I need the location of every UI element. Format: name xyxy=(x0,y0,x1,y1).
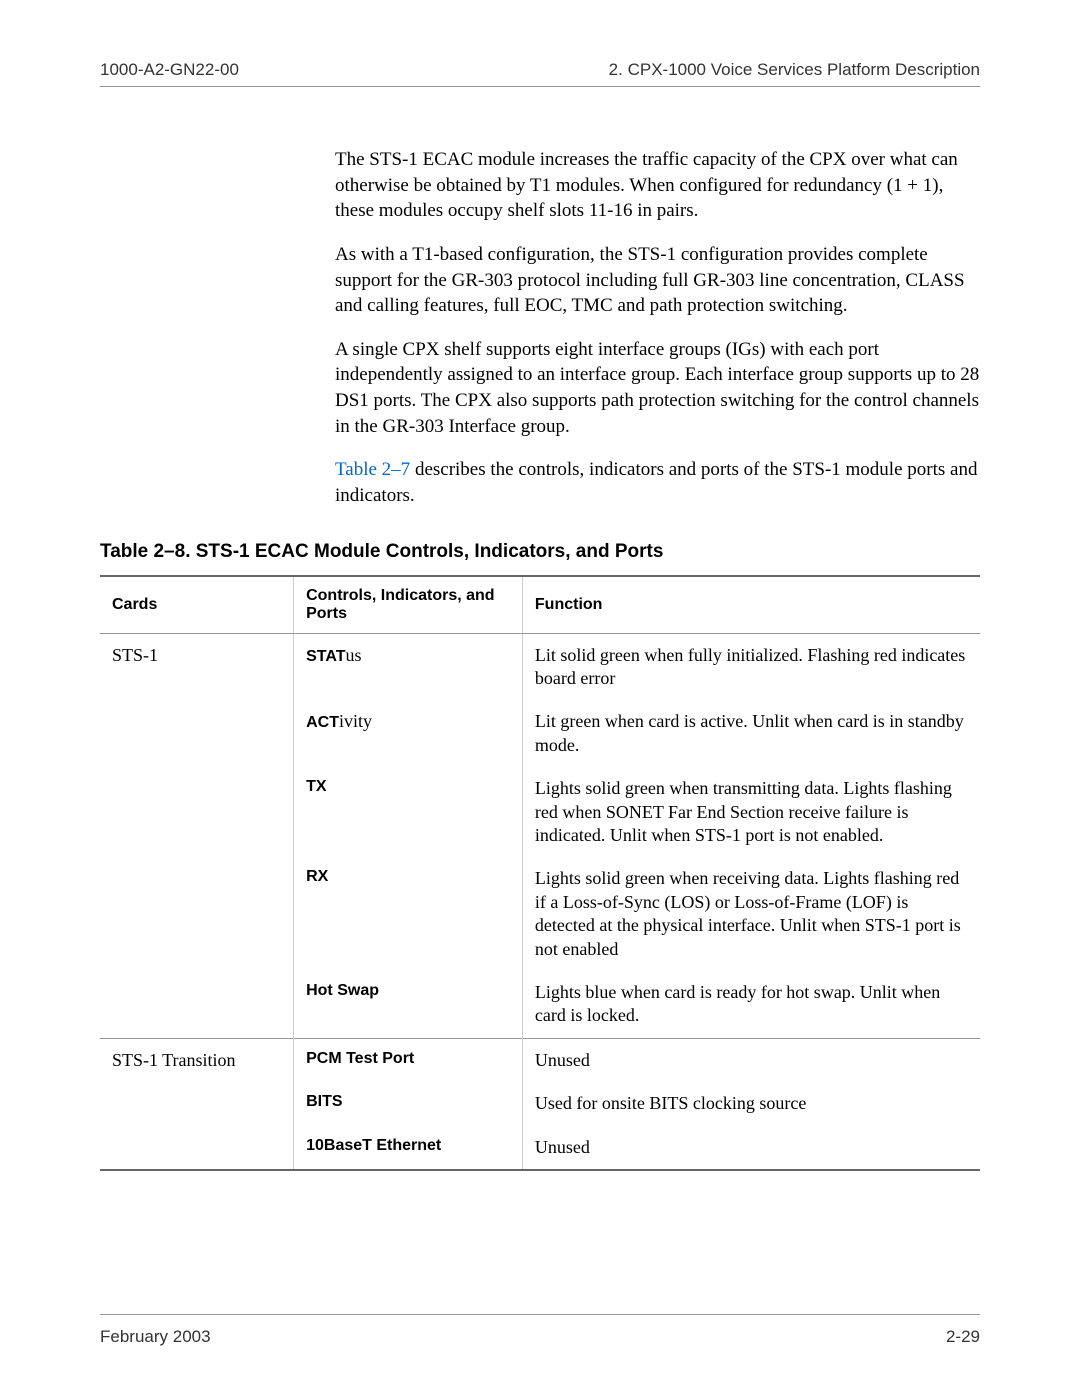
cell-function: Lit green when card is active. Unlit whe… xyxy=(522,700,980,767)
footer-rule xyxy=(100,1314,980,1315)
cell-card xyxy=(100,1126,294,1170)
cell-control: STATus xyxy=(294,633,523,700)
cell-card xyxy=(100,857,294,971)
ecac-module-table: Cards Controls, Indicators, and Ports Fu… xyxy=(100,575,980,1171)
cell-control: ACTivity xyxy=(294,700,523,767)
table-header-row: Cards Controls, Indicators, and Ports Fu… xyxy=(100,576,980,634)
cell-control: Hot Swap xyxy=(294,971,523,1038)
table-row: STS-1 STATus Lit solid green when fully … xyxy=(100,633,980,700)
ctrl-bold: STAT xyxy=(306,648,345,665)
cell-control: PCM Test Port xyxy=(294,1038,523,1082)
body-paragraph-2: As with a T1-based configuration, the ST… xyxy=(335,242,980,319)
ctrl-bold: ACT xyxy=(306,714,339,731)
page-header: 1000-A2-GN22-00 2. CPX-1000 Voice Servic… xyxy=(100,60,980,80)
header-right: 2. CPX-1000 Voice Services Platform Desc… xyxy=(609,60,980,80)
cell-control: 10BaseT Ethernet xyxy=(294,1126,523,1170)
table-row: ACTivity Lit green when card is active. … xyxy=(100,700,980,767)
cell-card xyxy=(100,767,294,857)
cell-function: Lights blue when card is ready for hot s… xyxy=(522,971,980,1038)
table-row: BITS Used for onsite BITS clocking sourc… xyxy=(100,1082,980,1125)
table-row: 10BaseT Ethernet Unused xyxy=(100,1126,980,1170)
table-ref-link[interactable]: Table 2–7 xyxy=(335,459,410,480)
ctrl-light: ivity xyxy=(339,711,372,731)
ctrl-light: us xyxy=(346,645,362,665)
table-row: Hot Swap Lights blue when card is ready … xyxy=(100,971,980,1038)
table-row: TX Lights solid green when transmitting … xyxy=(100,767,980,857)
cell-function: Unused xyxy=(522,1126,980,1170)
cell-function: Lit solid green when fully initialized. … xyxy=(522,633,980,700)
table-row: RX Lights solid green when receiving dat… xyxy=(100,857,980,971)
cell-card xyxy=(100,700,294,767)
cell-card xyxy=(100,1082,294,1125)
header-rule xyxy=(100,86,980,87)
cell-control: TX xyxy=(294,767,523,857)
cell-card: STS-1 Transition xyxy=(100,1038,294,1082)
cell-card xyxy=(100,971,294,1038)
body-paragraph-4-rest: describes the controls, indicators and p… xyxy=(335,459,977,506)
header-left: 1000-A2-GN22-00 xyxy=(100,60,239,80)
page-footer: February 2003 2-29 xyxy=(100,1314,980,1347)
cell-function: Lights solid green when receiving data. … xyxy=(522,857,980,971)
footer-right: 2-29 xyxy=(946,1327,980,1347)
body-paragraph-3: A single CPX shelf supports eight interf… xyxy=(335,337,980,440)
table-caption: Table 2–8. STS-1 ECAC Module Controls, I… xyxy=(100,541,980,563)
body-paragraph-1: The STS-1 ECAC module increases the traf… xyxy=(335,147,980,224)
th-function: Function xyxy=(522,576,980,634)
cell-function: Used for onsite BITS clocking source xyxy=(522,1082,980,1125)
cell-function: Unused xyxy=(522,1038,980,1082)
table-row: STS-1 Transition PCM Test Port Unused xyxy=(100,1038,980,1082)
cell-card: STS-1 xyxy=(100,633,294,700)
cell-control: BITS xyxy=(294,1082,523,1125)
th-controls: Controls, Indicators, and Ports xyxy=(294,576,523,634)
body-paragraph-4: Table 2–7 describes the controls, indica… xyxy=(335,457,980,508)
cell-control: RX xyxy=(294,857,523,971)
cell-function: Lights solid green when transmitting dat… xyxy=(522,767,980,857)
footer-left: February 2003 xyxy=(100,1327,211,1347)
th-cards: Cards xyxy=(100,576,294,634)
